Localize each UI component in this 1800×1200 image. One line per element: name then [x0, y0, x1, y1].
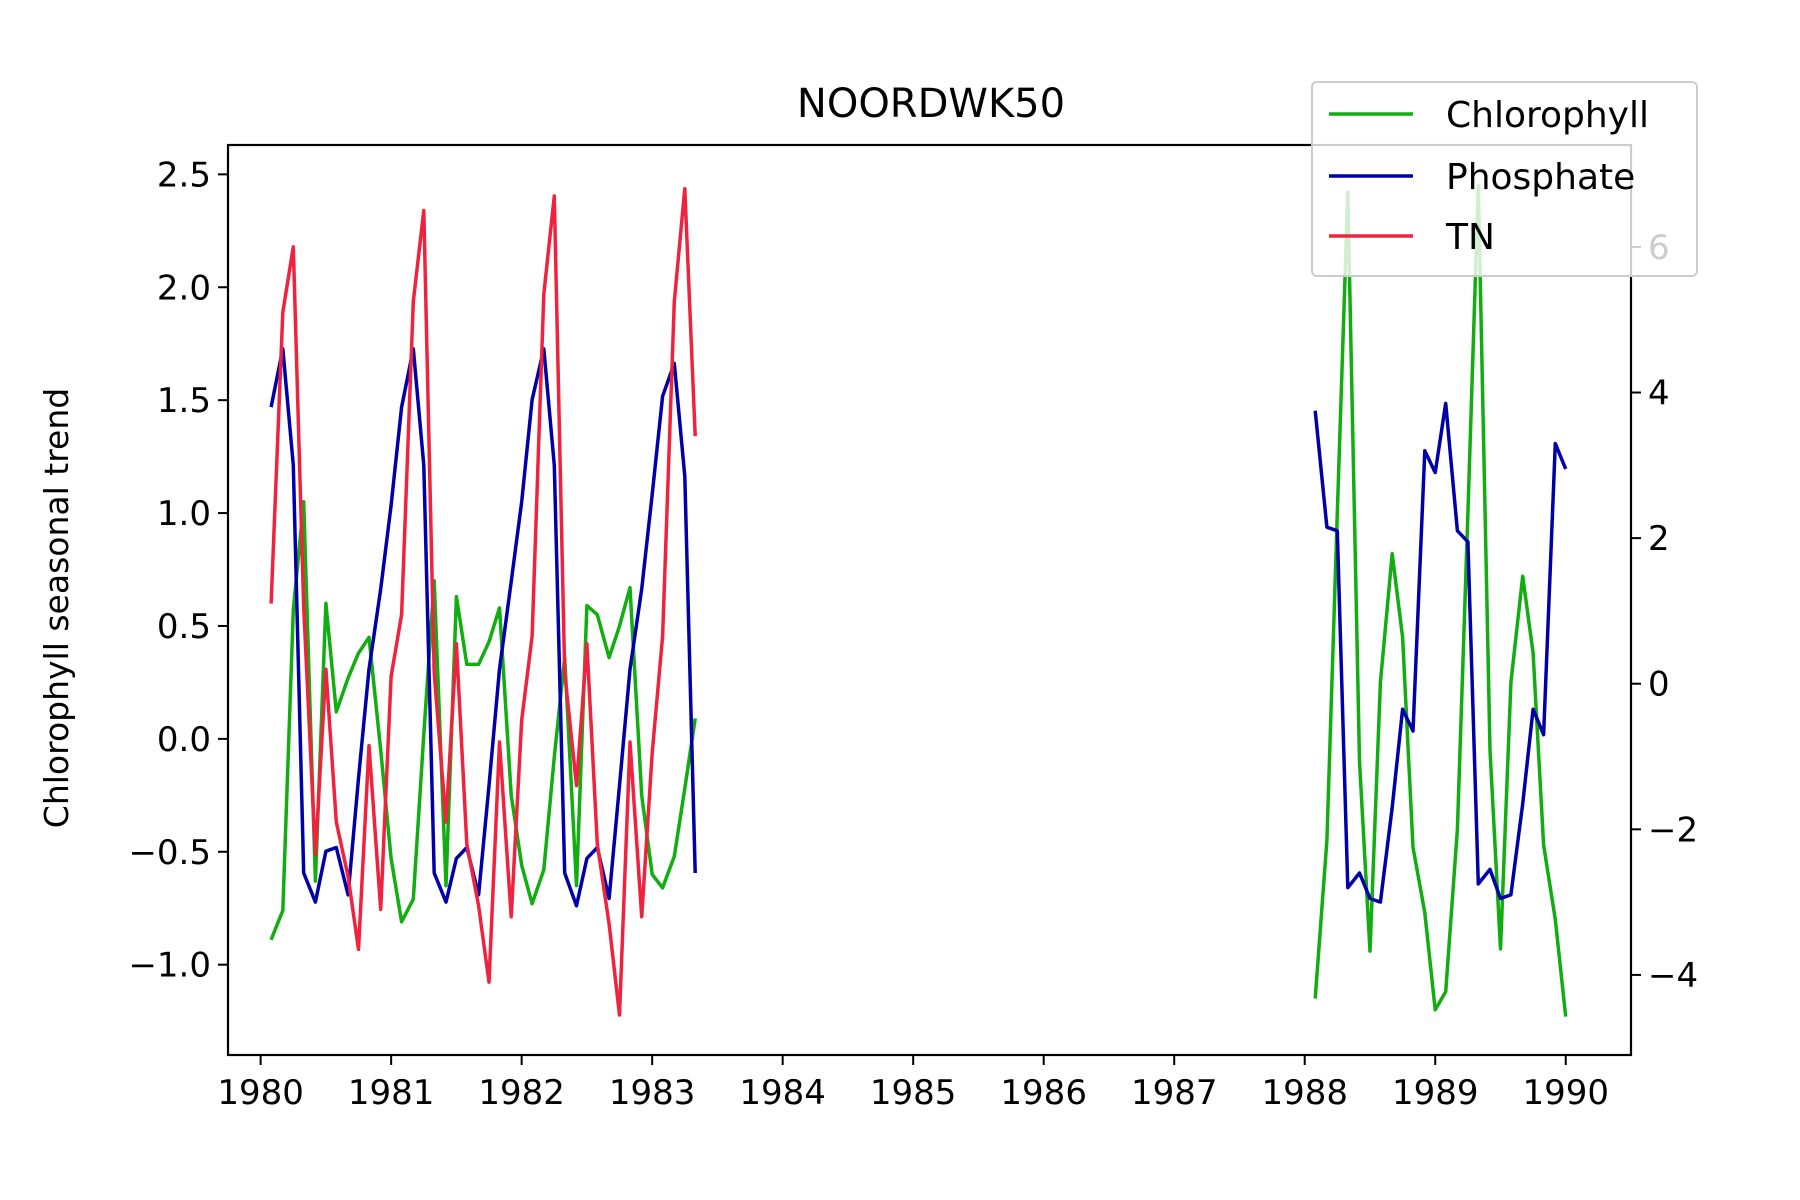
- y-tick-label: 2.0: [157, 268, 211, 308]
- y-tick-label: 0.5: [157, 607, 211, 647]
- y-tick-label: −0.5: [128, 833, 211, 873]
- x-tick-label: 1984: [739, 1073, 826, 1113]
- y2-tick-label: 4: [1648, 374, 1670, 414]
- y2-tick-label: −4: [1648, 956, 1698, 996]
- x-tick-label: 1986: [1000, 1073, 1087, 1113]
- x-tick-label: 1983: [609, 1073, 696, 1113]
- series-line-phosphate-2: [1313, 401, 1568, 904]
- legend-label-tn: TN: [1445, 217, 1495, 258]
- y2-tick-label: 2: [1648, 519, 1670, 559]
- series-line-chlorophyll-2: [1313, 183, 1568, 1017]
- y-tick-label: 1.5: [157, 381, 211, 421]
- y-axis-title: Chlorophyll seasonal trend: [37, 388, 76, 828]
- x-tick-label: 1989: [1392, 1073, 1479, 1113]
- y-tick-label: 2.5: [157, 155, 211, 195]
- series-line-tn-1: [269, 186, 697, 1017]
- series-line-phosphate-1: [269, 347, 697, 908]
- x-tick-label: 1985: [870, 1073, 957, 1113]
- x-tick-label: 1981: [348, 1073, 435, 1113]
- series-layer: [269, 183, 1568, 1017]
- legend-item-phosphate: Phosphate: [1329, 157, 1635, 198]
- y-tick-label: 0.0: [157, 720, 211, 760]
- legend-label-phosphate: Phosphate: [1446, 157, 1635, 198]
- x-tick-label: 1990: [1522, 1073, 1609, 1113]
- legend-label-chlorophyll: Chlorophyll: [1446, 95, 1649, 136]
- plot-frame: [226, 143, 1633, 1057]
- y-tick-label: −1.0: [128, 946, 211, 986]
- y2-tick-label: 0: [1648, 665, 1670, 705]
- x-tick-label: 1982: [478, 1073, 565, 1113]
- y2-tick-label: −2: [1648, 810, 1698, 850]
- x-tick-label: 1980: [217, 1073, 304, 1113]
- x-tick-label: 1987: [1131, 1073, 1218, 1113]
- legend: Chlorophyll Phosphate TN: [1311, 81, 1698, 277]
- y-tick-label: 1.0: [157, 494, 211, 534]
- series-line-chlorophyll-1: [269, 500, 697, 941]
- chart-title: NOORDWK50: [797, 81, 1065, 127]
- legend-frame: [1311, 81, 1698, 277]
- x-tick-label: 1988: [1261, 1073, 1348, 1113]
- legend-item-chlorophyll: Chlorophyll: [1329, 95, 1649, 136]
- legend-item-tn: TN: [1329, 217, 1495, 258]
